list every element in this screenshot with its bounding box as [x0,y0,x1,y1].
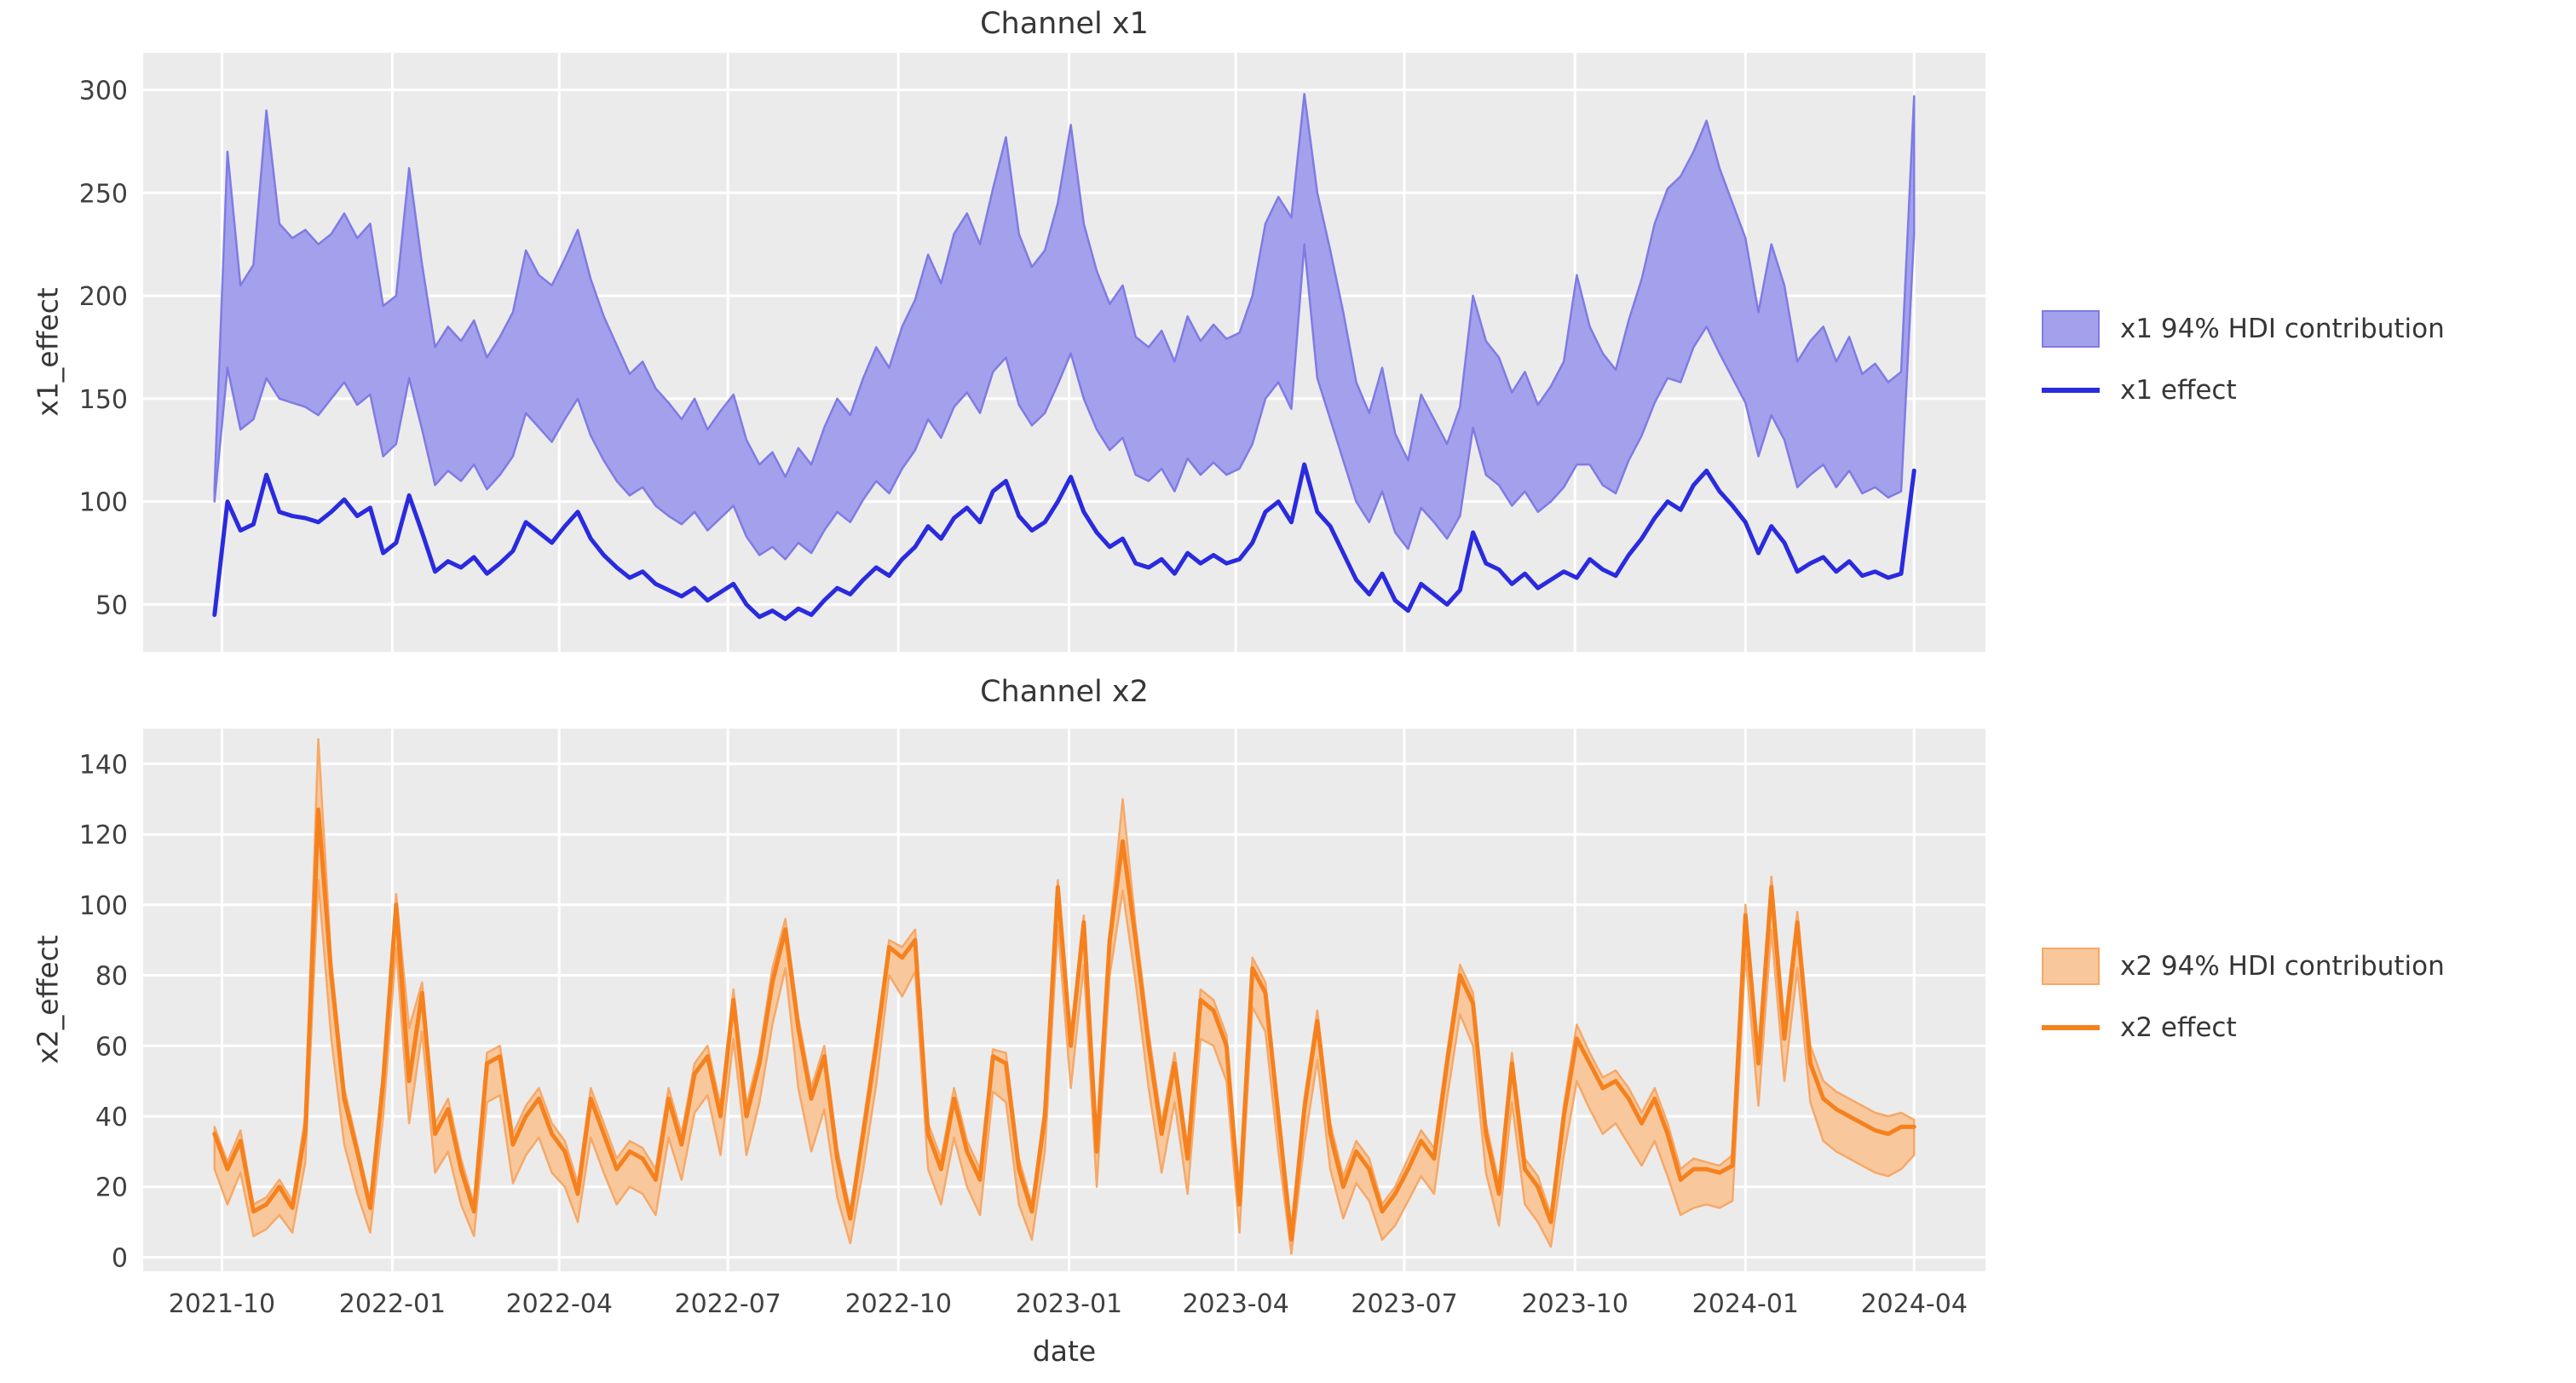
x-tick-label: 2022-07 [675,1289,781,1319]
x2-hdi-legend-label: x2 94% HDI contribution [2120,951,2445,982]
y-tick-label: 40 [95,1103,128,1132]
y-tick-label: 20 [95,1173,128,1203]
x-axis-label: date [1032,1334,1097,1368]
y-tick-label: 60 [95,1032,128,1062]
chart1-legend: x1 94% HDI contribution x1 effect [2042,298,2445,421]
y-tick-label: 150 [79,385,128,415]
x-tick-label: 2022-10 [845,1289,952,1319]
x1-effect-line [212,462,1916,621]
x-tick-label: 2023-10 [1522,1289,1628,1319]
x2-effect-legend-label: x2 effect [2120,1012,2237,1043]
x2-effect-line-swatch [2042,1025,2100,1030]
legend-row: x1 94% HDI contribution [2042,298,2445,360]
x-tick-label: 2021-10 [169,1289,275,1319]
x2-effect-line [212,807,1916,1242]
y-tick-label: 50 [95,591,128,620]
x1-hdi-band [213,93,1916,561]
legend-row: x2 94% HDI contribution [2042,936,2445,997]
y-tick-label: 100 [79,488,128,518]
x1-effect-legend-label: x1 effect [2120,375,2237,406]
y-tick-label: 140 [79,750,128,780]
x-tick-label: 2022-01 [339,1289,446,1319]
y-tick-label: 100 [79,891,128,921]
x-tick-label: 2023-07 [1351,1289,1457,1319]
x1-hdi-legend-label: x1 94% HDI contribution [2120,314,2445,344]
chart2-legend: x2 94% HDI contribution x2 effect [2042,936,2445,1058]
x2-hdi-band-swatch [2042,948,2100,985]
chart2-y-axis-label: x2_effect [31,935,65,1064]
y-tick-label: 300 [79,76,128,106]
y-tick-label: 0 [112,1243,128,1273]
chart1-y-axis-label: x1_effect [31,287,65,417]
legend-row: x1 effect [2042,360,2445,421]
legend-row: x2 effect [2042,997,2445,1058]
y-tick-label: 120 [79,821,128,850]
x2-hdi-band [213,738,1916,1255]
x-tick-label: 2023-04 [1182,1289,1288,1319]
x-tick-label: 2024-01 [1692,1289,1799,1319]
x1-effect-line-swatch [2042,388,2100,393]
y-tick-label: 250 [79,179,128,209]
x-tick-label: 2023-01 [1016,1289,1122,1319]
x-tick-label: 2024-04 [1861,1289,1968,1319]
chart2-title: Channel x2 [980,675,1149,709]
y-tick-label: 200 [79,282,128,312]
chart1-title: Channel x1 [980,7,1149,41]
y-tick-label: 80 [95,962,128,992]
x-tick-label: 2022-04 [506,1289,613,1319]
x1-hdi-band-swatch [2042,310,2100,348]
